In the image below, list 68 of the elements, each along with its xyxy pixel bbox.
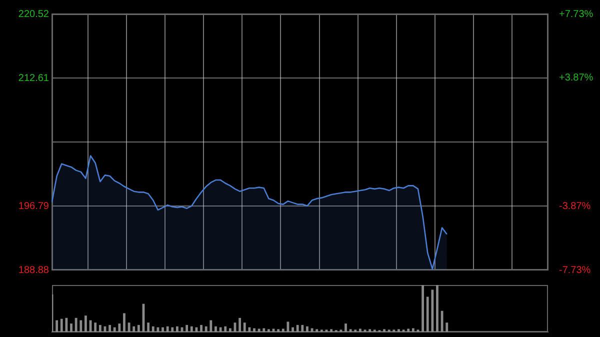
- y2-tick-label: +7.73%: [559, 8, 594, 20]
- bar: [349, 329, 352, 332]
- bar: [398, 329, 400, 332]
- y2-tick-label: +3.87%: [559, 72, 594, 84]
- bar: [316, 329, 318, 332]
- bar: [137, 324, 140, 332]
- bar: [98, 324, 102, 332]
- bar: [238, 318, 242, 332]
- bar: [214, 326, 217, 332]
- bar: [128, 322, 130, 332]
- bar: [267, 329, 270, 332]
- bar: [407, 328, 410, 332]
- bar: [108, 324, 111, 332]
- bar: [243, 322, 246, 332]
- y2-tick-label: -3.87%: [559, 200, 591, 212]
- bar: [166, 326, 169, 332]
- bar: [422, 285, 424, 332]
- bar: [330, 329, 333, 332]
- bar: [426, 296, 429, 332]
- bar: [176, 326, 178, 332]
- bar: [344, 324, 347, 332]
- bar: [74, 318, 78, 332]
- bar: [156, 327, 160, 332]
- bar: [152, 326, 154, 332]
- bar: [383, 329, 386, 332]
- bar: [162, 327, 164, 332]
- bar: [431, 290, 434, 332]
- bar: [113, 327, 116, 332]
- y-tick-label: 212.61: [18, 72, 50, 84]
- bar: [436, 285, 438, 332]
- bar: [210, 320, 212, 332]
- bar: [446, 322, 448, 332]
- bar: [60, 318, 63, 332]
- bar: [186, 324, 188, 332]
- bar: [368, 329, 372, 332]
- bar: [248, 327, 251, 332]
- bar: [190, 326, 193, 332]
- bar: [253, 328, 256, 332]
- bar: [296, 324, 299, 332]
- bar: [80, 320, 82, 332]
- bar: [262, 328, 266, 332]
- bar: [292, 327, 294, 332]
- y2-tick-label: -7.73%: [559, 264, 591, 276]
- bar: [204, 326, 208, 332]
- y-tick-label: 220.52: [18, 8, 50, 20]
- bar: [94, 322, 97, 332]
- bar: [70, 324, 72, 332]
- bar: [258, 328, 260, 332]
- bar: [171, 327, 174, 332]
- bar: [282, 328, 284, 332]
- bar: [228, 328, 232, 332]
- bar: [440, 310, 444, 332]
- bar: [306, 326, 308, 332]
- bar: [56, 320, 58, 332]
- bar: [412, 328, 414, 332]
- bar: [123, 313, 126, 332]
- bar: [301, 324, 304, 332]
- bar: [65, 318, 68, 332]
- y-tick-label: 188.88: [18, 264, 50, 276]
- y-tick-label: 196.79: [18, 200, 50, 212]
- bar: [200, 324, 202, 332]
- bar: [84, 316, 87, 332]
- bar: [118, 324, 121, 332]
- bar: [147, 322, 150, 332]
- bar: [358, 328, 362, 332]
- bar: [224, 326, 227, 332]
- bar: [277, 329, 280, 332]
- bar: [132, 326, 136, 332]
